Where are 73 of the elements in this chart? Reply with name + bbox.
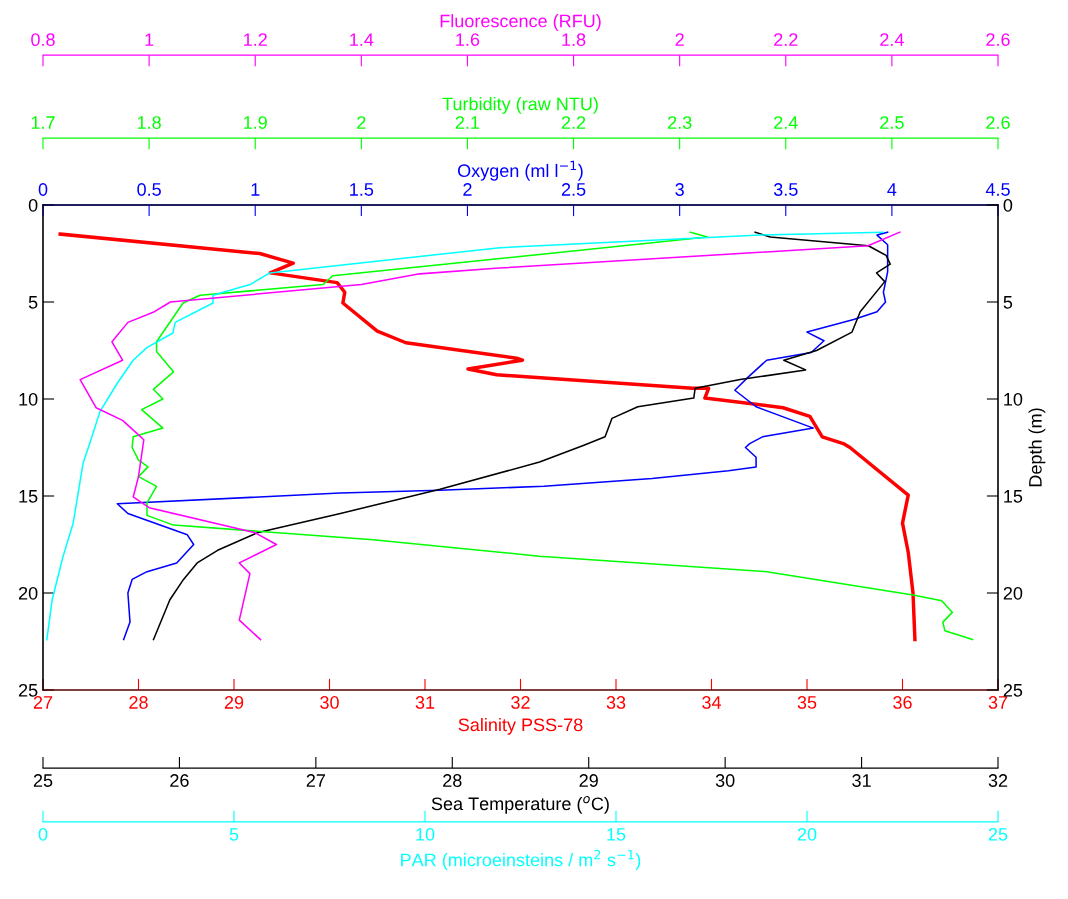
x-tick-label: 35	[797, 696, 817, 709]
x2-tick-label: 1.7	[31, 116, 55, 129]
y2-tick-label: 0	[1003, 198, 1013, 212]
y2-tick-label: 15	[1004, 490, 1023, 503]
x-tick-label: 36	[893, 696, 912, 709]
x2-axis-title: Oxygen (ml l$^{−1}$)	[457, 160, 583, 181]
x-tick-label: 32	[988, 774, 1008, 787]
x-tick-label: 30	[320, 696, 339, 709]
x2-tick-label: 1.6	[456, 33, 480, 47]
x-tick-label: 29	[224, 696, 244, 709]
x-tick-label: 27	[306, 774, 325, 787]
x2-tick-label: 0.8	[31, 33, 55, 47]
y-tick-label: 15	[19, 490, 38, 503]
x2-tick-label: 3.5	[773, 183, 798, 196]
y2-tick-label: 25	[1003, 683, 1023, 697]
x-axis-title: Sea Temperature ($^{o}$C)	[431, 796, 609, 814]
x-tick-label: 37	[988, 696, 1008, 709]
x-tick-label: 10	[416, 827, 435, 841]
x2-tick-label: 2.2	[774, 33, 798, 46]
x2-axis-title: Fluorescence (RFU)	[440, 14, 601, 31]
x2-tick-label: 2	[357, 116, 366, 129]
x-tick-label: 20	[797, 827, 817, 841]
x-axis-title: PAR (microeinsteins / m$^{2}$ s$^{−1}$)	[401, 849, 641, 870]
x2-axis-title: Turbidity (raw NTU)	[442, 97, 598, 114]
y2-tick-label: 20	[1003, 586, 1023, 600]
x2-tick-label: 0	[38, 183, 48, 196]
x2-tick-label: 1.5	[350, 183, 374, 196]
y-tick-label: 5	[28, 296, 38, 309]
x-tick-label: 27	[33, 696, 53, 709]
x2-tick-label: 2.5	[561, 183, 586, 196]
x-tick-label: 28	[129, 696, 148, 709]
x-tick-label: 33	[606, 696, 626, 709]
x2-tick-label: 2.5	[880, 116, 904, 129]
y2-tick-label: 10	[1004, 392, 1023, 406]
x2-tick-label: 0.5	[137, 183, 161, 196]
x2-tick-label: 1.2	[244, 33, 267, 46]
x2-tick-label: 4.5	[985, 183, 1010, 196]
y-tick-label: 10	[19, 392, 38, 406]
y-tick-label: 25	[18, 683, 38, 697]
x2-tick-label: 1	[251, 183, 260, 196]
y-tick-label: 20	[18, 586, 38, 600]
x2-tick-label: 2.4	[880, 33, 904, 46]
x2-tick-label: 1.9	[244, 116, 267, 129]
x-axis-title: Salinity PSS-78	[458, 717, 583, 735]
x-tick-label: 30	[715, 774, 735, 787]
x2-tick-label: 3	[675, 183, 684, 196]
x-tick-label: 29	[579, 774, 598, 787]
x-tick-label: 31	[852, 774, 871, 787]
x-tick-label: 25	[988, 827, 1008, 841]
y-tick-label: 0	[28, 198, 38, 212]
x2-tick-label: 2.6	[986, 116, 1010, 129]
x-tick-label: 26	[170, 774, 189, 787]
x2-tick-label: 2.2	[561, 116, 586, 129]
x-tick-label: 31	[415, 696, 435, 709]
x-tick-label: 28	[443, 774, 462, 787]
x2-tick-label: 2.3	[668, 116, 692, 129]
y2-axis-title: Depth (m)	[1028, 408, 1046, 487]
x2-tick-label: 2	[463, 183, 472, 196]
x-tick-label: 5	[229, 828, 239, 841]
y2-tick-label: 5	[1003, 296, 1013, 309]
x-tick-label: 32	[511, 696, 530, 709]
x2-tick-label: 1.8	[562, 33, 586, 47]
x2-tick-label: 2.4	[774, 116, 798, 129]
x2-tick-label: 1.8	[137, 116, 161, 129]
x-tick-label: 15	[607, 828, 626, 841]
x2-tick-label: 1.4	[350, 33, 374, 46]
x2-tick-label: 4	[887, 183, 897, 196]
x2-tick-label: 2.1	[455, 116, 480, 129]
x2-tick-label: 1	[145, 33, 154, 46]
x-tick-label: 34	[702, 696, 722, 709]
x2-tick-label: 2.6	[986, 33, 1010, 47]
x2-tick-label: 2	[675, 33, 684, 46]
x-tick-label: 0	[38, 827, 48, 841]
